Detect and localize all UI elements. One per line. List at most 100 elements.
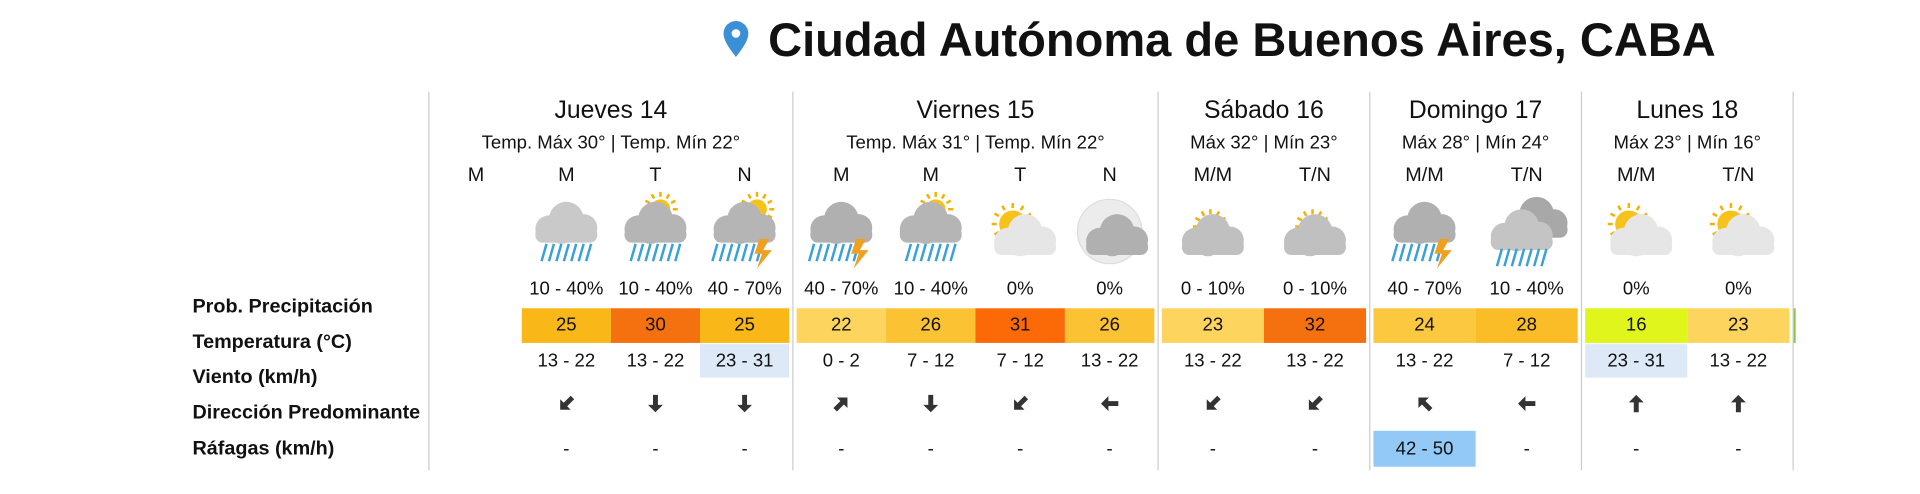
weather-icon — [807, 201, 873, 269]
sun-ray — [940, 193, 946, 200]
sun-ray — [644, 199, 651, 205]
sun-ray — [650, 193, 656, 200]
rain-drop — [540, 243, 548, 262]
period-label: M/M — [1617, 164, 1655, 186]
temp-cell — [1687, 308, 1790, 343]
precip-value: 40 - 70% — [707, 278, 781, 299]
cloud-part — [1284, 238, 1346, 256]
precip-value: 10 - 40% — [529, 278, 603, 299]
precip-value: 40 - 70% — [804, 278, 878, 299]
temp-value: 23 — [1203, 313, 1224, 334]
location-pin — [723, 21, 749, 57]
period-label: T/N — [1511, 164, 1543, 186]
wind-arrow — [560, 395, 575, 410]
rain-drop — [1413, 243, 1421, 262]
temp-value: 22 — [831, 313, 852, 334]
wind-value: 7 - 12 — [907, 349, 954, 370]
wind-value: 13 - 22 — [1286, 349, 1344, 370]
temp-value: 16 — [1626, 313, 1647, 334]
rain-drop — [570, 243, 578, 262]
sun-ray — [762, 193, 767, 200]
rain-drop — [584, 243, 593, 262]
sun-ray — [1635, 205, 1641, 211]
rain-drop — [941, 243, 950, 262]
rain-drop — [837, 243, 845, 262]
rain-drop — [674, 243, 682, 262]
rain-drop — [927, 243, 935, 262]
day-summary: Temp. Máx 31° | Temp. Mín 22° — [846, 132, 1104, 153]
temp-value: 28 — [1516, 313, 1537, 334]
day-name: Lunes 18 — [1636, 97, 1738, 124]
row-label: Dirección Predominante — [192, 402, 420, 424]
day-summary: Máx 28° | Mín 24° — [1402, 132, 1549, 153]
day-summary: Máx 23° | Mín 16° — [1614, 132, 1761, 153]
row-label: Viento (km/h) — [192, 366, 317, 388]
weather-icon — [991, 203, 1057, 257]
temp-cell — [610, 308, 701, 343]
temp-value: 31 — [1010, 313, 1031, 334]
temp-cell — [796, 308, 887, 343]
precip-value: 0% — [1623, 278, 1650, 299]
sun-ray — [1296, 216, 1303, 222]
precip-value: 0% — [1096, 278, 1123, 299]
wind-arrow — [1308, 395, 1323, 410]
rain-drop — [726, 243, 734, 262]
cloud-part — [994, 238, 1057, 256]
wind-cell — [1585, 344, 1688, 378]
wind-value: 7 - 12 — [996, 349, 1043, 370]
page-title: Ciudad Autónoma de Buenos Aires, CABA — [768, 13, 1716, 66]
wind-value: 7 - 12 — [1503, 349, 1550, 370]
gust-value: - — [563, 437, 569, 458]
period-label: N — [737, 164, 751, 186]
rain-drop — [1532, 248, 1541, 267]
wind-arrow — [833, 397, 848, 412]
bolt — [851, 238, 869, 269]
period-label: T — [1014, 164, 1026, 186]
gust-value: - — [928, 437, 934, 458]
weather-icon — [1284, 209, 1346, 257]
temp-cell — [700, 308, 790, 343]
sun-ray — [1194, 216, 1201, 222]
day-name: Sábado 16 — [1204, 97, 1324, 124]
rain-drop — [1406, 243, 1414, 262]
sun-ray — [1737, 205, 1743, 211]
gust-value: - — [1524, 437, 1530, 458]
temp-cell — [1263, 308, 1367, 343]
sun-ray — [920, 199, 926, 205]
temp-cell — [1161, 308, 1264, 343]
edge-marker — [1793, 308, 1796, 343]
rain-drop — [629, 243, 637, 262]
rain-drop — [1540, 248, 1548, 267]
weather-icon — [535, 201, 598, 262]
day-summary: Máx 32° | Mín 23° — [1190, 132, 1337, 153]
period-label: M/M — [1194, 164, 1232, 186]
period-label: M — [923, 164, 940, 186]
weather-icon — [1607, 203, 1673, 257]
gust-value: 42 - 50 — [1396, 437, 1454, 458]
wind-value: 13 - 22 — [537, 349, 595, 370]
rain-drop — [547, 243, 556, 262]
wind-value: 13 - 22 — [1396, 349, 1454, 370]
temp-value: 32 — [1305, 313, 1326, 334]
precip-value: 10 - 40% — [1490, 278, 1564, 299]
precip-value: 0 - 10% — [1181, 278, 1245, 299]
rain-drop — [562, 243, 570, 262]
temp-cell — [886, 308, 976, 343]
gust-value: - — [1312, 437, 1318, 458]
rain-drop — [1518, 248, 1526, 267]
period-label: M — [558, 164, 575, 186]
rain-drop — [748, 243, 756, 262]
weather-icon — [1076, 198, 1149, 265]
rain-drop — [659, 243, 667, 262]
sun-ray — [1001, 205, 1006, 211]
weather-icon — [624, 191, 687, 262]
rain-drop — [1510, 248, 1518, 267]
cloud-part — [1086, 238, 1149, 256]
cloud-part — [1610, 238, 1673, 256]
temp-value: 26 — [1099, 313, 1120, 334]
gust-value: - — [1017, 437, 1023, 458]
rain-drop — [577, 243, 585, 262]
period-label: T — [649, 164, 661, 186]
rain-drop — [934, 243, 942, 262]
